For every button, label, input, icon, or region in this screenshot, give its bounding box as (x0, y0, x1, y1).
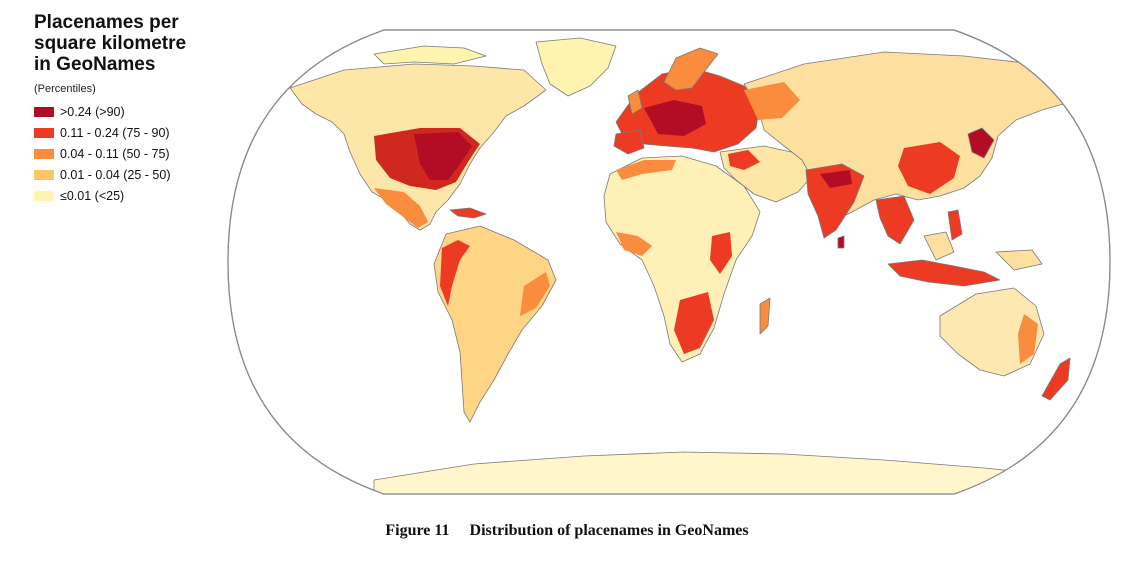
australia-east-coast (1018, 314, 1038, 364)
legend-label-1: >0.24 (>90) (60, 104, 125, 119)
antarctica (373, 451, 1065, 494)
new-zealand (1041, 357, 1071, 401)
borneo-newguinea (923, 231, 1043, 271)
scandinavia (663, 47, 719, 91)
korea-japan (967, 127, 995, 159)
legend-swatch-1 (34, 106, 54, 117)
legend-swatch-3 (34, 148, 54, 159)
russia-west-dense (744, 82, 800, 120)
china-east-dense (898, 142, 960, 194)
legend-swatch-5 (34, 190, 54, 201)
central-europe-core (644, 100, 706, 136)
figure-caption-text: Distribution of placenames in GeoNames (469, 522, 749, 539)
canada-arctic-islands (373, 45, 487, 65)
legend-title-line-3: in GeoNames (34, 54, 156, 75)
greenland-landmass (535, 37, 617, 97)
legend-label-5: ≤0.01 (<25) (60, 188, 125, 203)
map-legend: Placenames per square kilometre in GeoNa… (34, 12, 244, 206)
globe-border (227, 29, 1111, 495)
legend-item-2: 0.11 - 0.24 (75 - 90) (34, 122, 244, 143)
legend-label-3: 0.04 - 0.11 (50 - 75) (60, 146, 170, 161)
brazil-coast-dense (520, 272, 550, 316)
british-isles (627, 89, 643, 115)
andes-dense (440, 240, 470, 306)
southern-africa-dense (674, 292, 714, 354)
legend-title: Placenames per square kilometre in GeoNa… (34, 12, 244, 75)
legend-title-line-2: square kilometre (34, 33, 187, 54)
philippines (947, 209, 963, 241)
madagascar (759, 297, 771, 335)
legend-title-line-1: Placenames per (34, 12, 179, 33)
legend-swatch-4 (34, 169, 54, 180)
india-north-core (820, 170, 852, 188)
caribbean-islands (449, 207, 487, 219)
world-map (224, 24, 1114, 500)
mexico-region (374, 188, 428, 228)
usa-east-core (414, 132, 472, 180)
legend-label-2: 0.11 - 0.24 (75 - 90) (60, 125, 170, 140)
levant-dense (728, 150, 760, 170)
world-map-svg (227, 29, 1111, 495)
australia-landmass (939, 287, 1045, 377)
sri-lanka (837, 235, 845, 249)
figure-caption: Figure 11 Distribution of placenames in … (0, 522, 1134, 540)
southeast-asia-mainland (875, 195, 915, 245)
legend-item-5: ≤0.01 (<25) (34, 185, 244, 206)
figure-number: Figure 11 (385, 522, 450, 539)
legend-swatch-2 (34, 127, 54, 138)
legend-item-4: 0.01 - 0.04 (25 - 50) (34, 164, 244, 185)
east-africa-dense (710, 232, 732, 274)
indonesia-islands (887, 259, 1001, 287)
north-africa-coast (616, 160, 676, 180)
legend-item-3: 0.04 - 0.11 (50 - 75) (34, 143, 244, 164)
iberia (613, 129, 645, 155)
legend-subtitle: (Percentiles) (34, 83, 96, 95)
legend-label-4: 0.01 - 0.04 (25 - 50) (60, 167, 171, 182)
west-africa-dense (616, 232, 652, 256)
south-america-landmass (433, 225, 557, 423)
legend-item-1: >0.24 (>90) (34, 101, 244, 122)
